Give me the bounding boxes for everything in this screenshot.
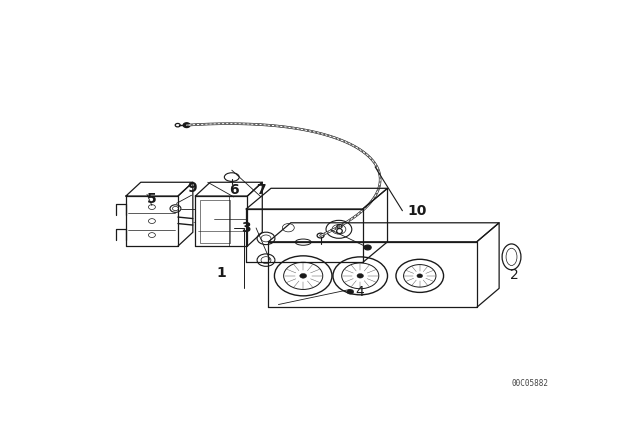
Text: 10: 10 xyxy=(408,204,427,218)
Text: 5: 5 xyxy=(147,192,157,206)
Text: 00C05882: 00C05882 xyxy=(512,379,548,388)
Circle shape xyxy=(183,123,190,128)
Text: 4: 4 xyxy=(355,285,364,299)
Circle shape xyxy=(417,274,422,278)
Circle shape xyxy=(357,274,364,278)
Text: 2: 2 xyxy=(509,267,518,281)
Circle shape xyxy=(347,289,354,294)
Bar xyxy=(200,199,230,243)
Text: 3: 3 xyxy=(241,221,251,235)
Text: 9: 9 xyxy=(187,181,196,195)
Text: 7: 7 xyxy=(256,183,266,197)
Circle shape xyxy=(364,245,371,250)
Text: 1: 1 xyxy=(216,266,227,280)
Circle shape xyxy=(300,273,307,278)
Text: 8: 8 xyxy=(335,223,344,237)
Text: 6: 6 xyxy=(229,183,239,197)
